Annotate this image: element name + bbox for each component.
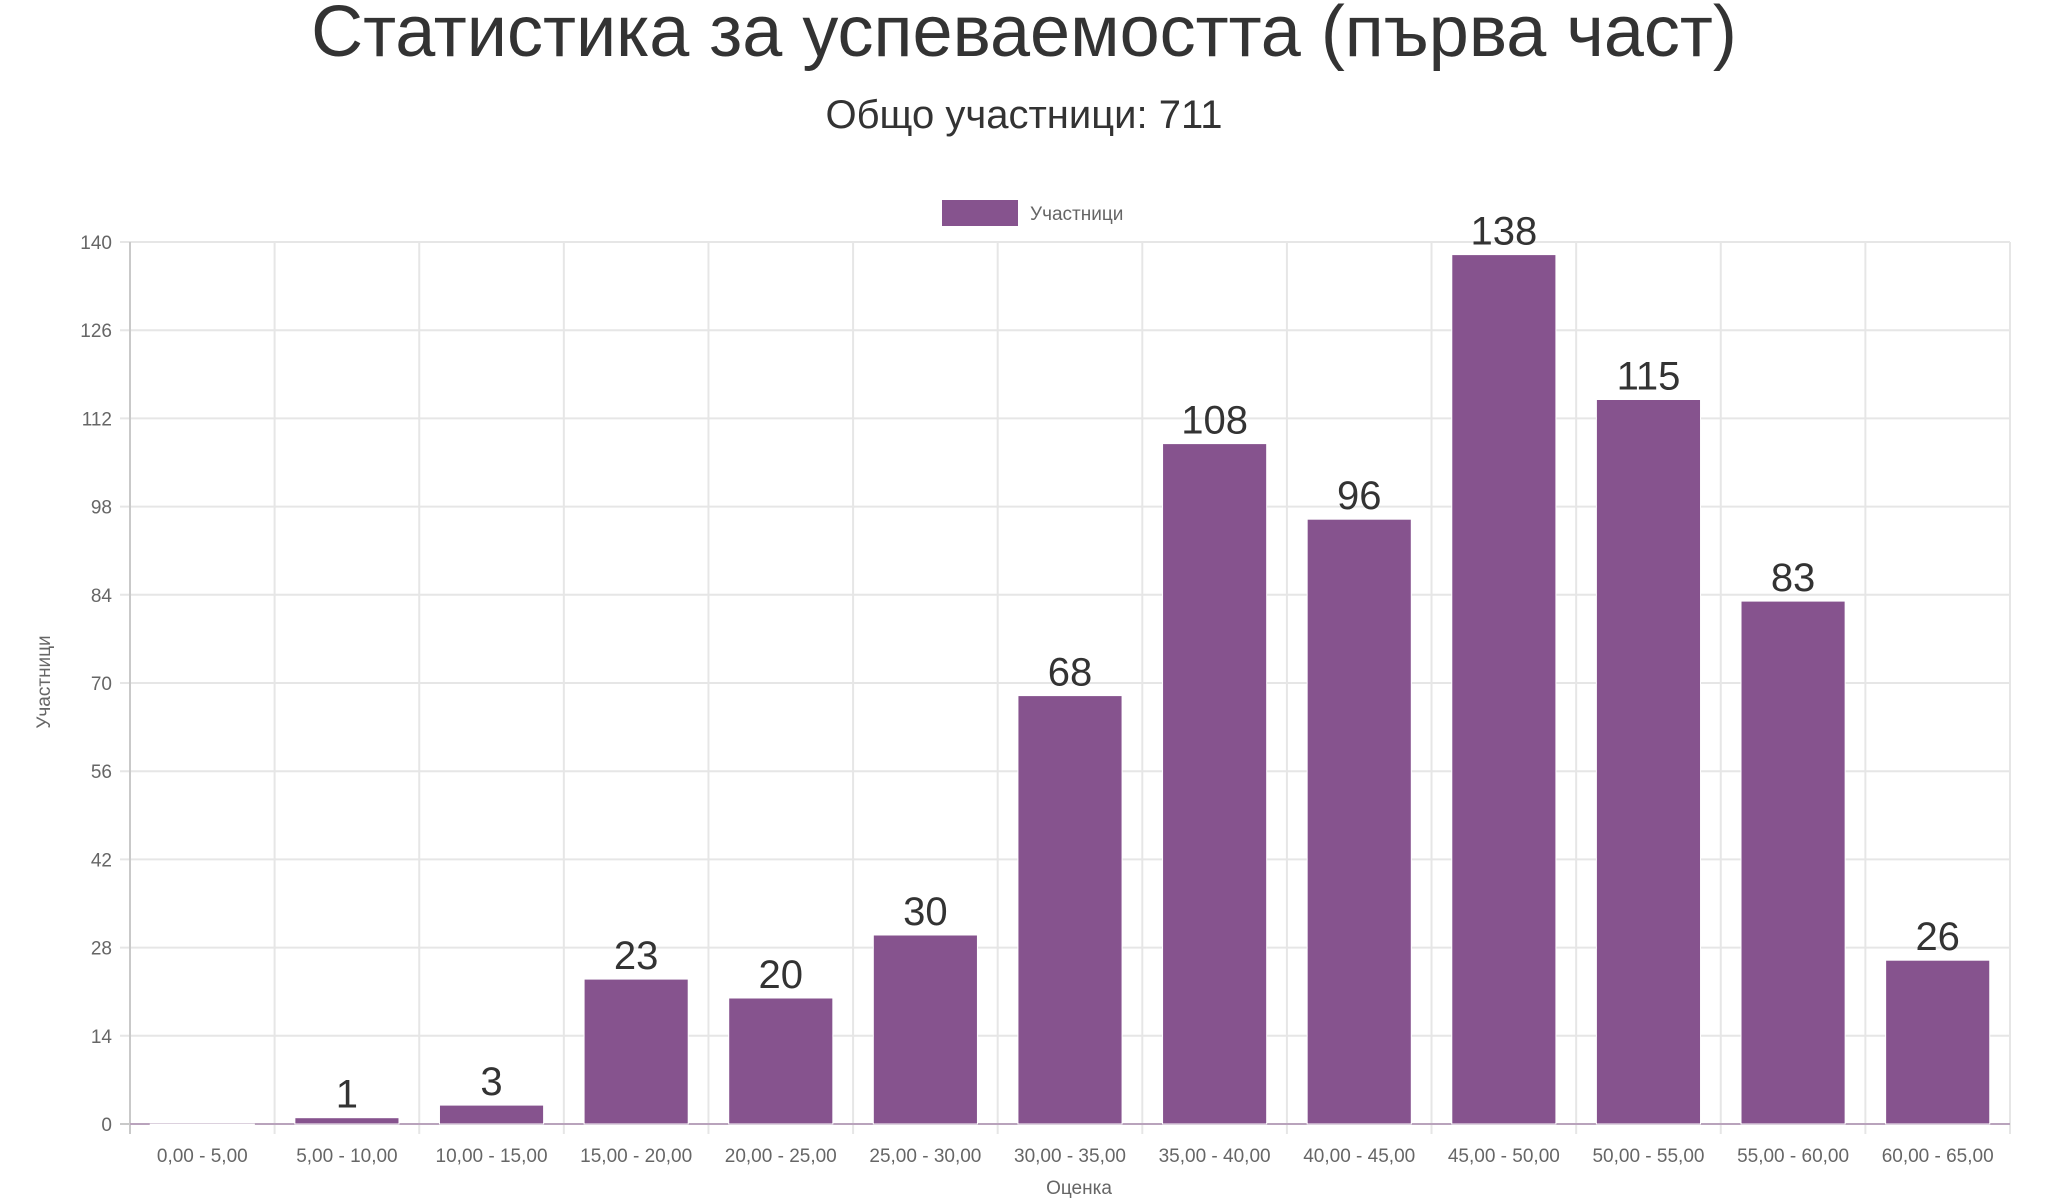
chart-title: Статистика за успеваемостта (първа част) [311,0,1737,72]
x-tick-label-7: 35,00 - 40,00 [1159,1146,1271,1167]
data-label-5: 30 [903,890,948,934]
bar-5 [872,934,978,1125]
bar-7 [1162,443,1268,1125]
bars [149,254,1991,1125]
bar-8 [1306,518,1412,1125]
data-label-3: 23 [614,934,659,978]
x-axis-title: Оценка [1046,1178,1112,1199]
data-label-12: 26 [1915,915,1960,959]
x-tick-label-11: 55,00 - 60,00 [1737,1146,1849,1167]
y-axis-title: Участници [34,635,55,728]
bar-3 [583,978,689,1125]
y-tick-label-4: 56 [91,762,112,783]
x-tick-label-6: 30,00 - 35,00 [1014,1146,1126,1167]
y-tick-label-0: 0 [101,1115,112,1136]
data-label-1: 1 [336,1073,358,1117]
y-tick-label-6: 84 [91,586,113,607]
data-label-11: 83 [1771,556,1816,600]
data-label-4: 20 [759,953,804,997]
x-tick-label-9: 45,00 - 50,00 [1448,1146,1560,1167]
bar-4 [728,997,834,1125]
y-tick-label-7: 98 [91,498,112,519]
y-tick-label-5: 70 [91,674,112,695]
data-label-7: 108 [1181,399,1248,443]
chart-subtitle: Общо участници: 711 [825,93,1223,137]
y-tick-label-8: 112 [82,409,112,430]
x-tick-label-2: 10,00 - 15,00 [436,1146,548,1167]
bar-6 [1017,695,1123,1125]
x-tick-label-12: 60,00 - 65,00 [1882,1146,1994,1167]
data-label-9: 138 [1470,210,1537,254]
data-label-8: 96 [1337,474,1382,518]
legend-swatch[interactable] [942,200,1018,226]
bar-10 [1595,399,1702,1125]
y-tick-label-2: 28 [91,939,112,960]
legend-label[interactable]: Участници [1030,204,1123,225]
bar-0 [149,1123,255,1125]
bar-2 [438,1104,545,1125]
data-labels: 1 3 23 20 30 68 108 96 138 115 83 26 [336,210,1960,1117]
data-label-10: 115 [1617,355,1681,399]
y-axis: 0 14 28 42 56 70 84 98 112 126 140 [80,233,112,1136]
x-tick-label-10: 50,00 - 55,00 [1592,1146,1704,1167]
y-tick-label-9: 126 [80,321,112,342]
x-tick-label-1: 5,00 - 10,00 [296,1146,397,1167]
y-tick-label-10: 140 [80,233,112,254]
bar-1 [294,1117,400,1125]
x-tick-label-8: 40,00 - 45,00 [1303,1146,1415,1167]
bar-9 [1451,254,1557,1125]
bar-12 [1885,959,1991,1125]
data-label-2: 3 [480,1060,502,1104]
x-tick-label-4: 20,00 - 25,00 [725,1146,837,1167]
x-tick-label-5: 25,00 - 30,00 [869,1146,981,1167]
x-axis: 0,00 - 5,00 5,00 - 10,00 10,00 - 15,00 15,0… [130,1123,2010,1167]
y-tick-label-1: 14 [91,1027,113,1048]
y-tick-label-3: 42 [91,850,112,871]
data-label-6: 68 [1048,651,1093,695]
x-tick-label-3: 15,00 - 20,00 [580,1146,692,1167]
bar-11 [1740,600,1846,1125]
legend[interactable]: Участници [942,200,1123,226]
x-tick-label-0: 0,00 - 5,00 [157,1146,248,1167]
